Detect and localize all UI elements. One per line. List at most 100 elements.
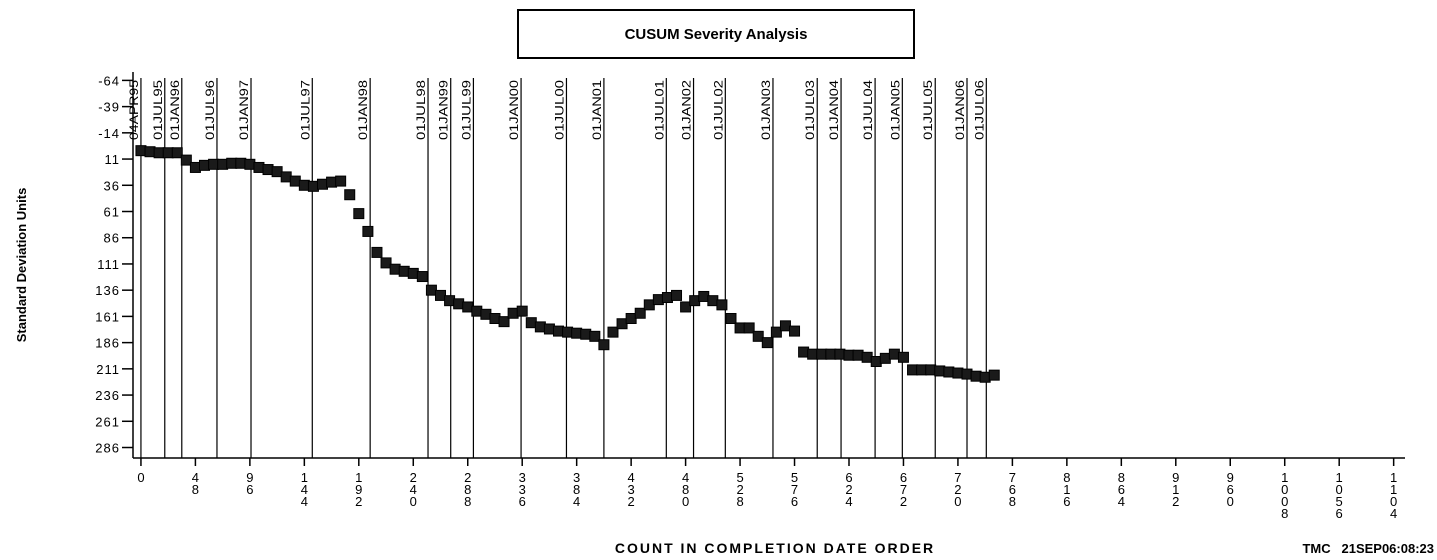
marker (870, 356, 882, 367)
marker (589, 330, 601, 342)
reference-label: 04APR95 (127, 80, 141, 140)
x-tick-label: 864 (1114, 470, 1129, 506)
marker (571, 327, 583, 339)
reference-label: 01JUL98 (414, 80, 428, 140)
marker (888, 348, 900, 360)
reference-label: 01JUL97 (298, 80, 312, 140)
marker (171, 147, 183, 159)
marker (489, 312, 501, 324)
chart-title: CUSUM Severity Analysis (625, 26, 808, 43)
marker (770, 326, 782, 338)
marker (652, 294, 664, 306)
marker (235, 157, 247, 169)
marker (198, 159, 210, 171)
marker (543, 323, 555, 335)
marker (707, 295, 719, 307)
reference-label: 01JAN06 (953, 80, 967, 140)
marker (316, 178, 328, 190)
marker (525, 317, 537, 329)
marker (262, 164, 274, 176)
marker (743, 322, 755, 334)
marker (498, 316, 510, 328)
marker (153, 147, 165, 159)
marker (217, 158, 229, 170)
marker (625, 312, 637, 324)
y-tick-label: 136 (95, 283, 120, 298)
x-tick-label: 336 (515, 470, 530, 506)
reference-label: 01JUL95 (151, 80, 165, 140)
marker (916, 364, 928, 376)
marker (280, 171, 292, 183)
reference-label: 01JUL03 (803, 80, 817, 140)
marker (779, 320, 791, 332)
x-tick-label: 0 (133, 470, 148, 482)
marker (425, 284, 437, 296)
reference-label: 01JUL06 (972, 80, 986, 140)
marker (725, 312, 737, 324)
marker (534, 321, 546, 333)
reference-label: 01JAN99 (437, 80, 451, 140)
marker (825, 348, 837, 360)
y-tick-label: 86 (104, 231, 120, 246)
y-tick-label: 236 (95, 388, 120, 403)
reference-label: 01JAN05 (888, 80, 902, 140)
marker (289, 175, 301, 187)
marker (807, 348, 819, 360)
y-tick-label: 161 (95, 309, 120, 324)
x-tick-label: 96 (242, 470, 257, 494)
marker (398, 265, 410, 277)
reference-label: 01JAN03 (759, 80, 773, 140)
reference-label: 01JAN02 (680, 80, 694, 140)
marker (444, 295, 456, 307)
x-tick-label: 1056 (1332, 470, 1347, 518)
y-tick-label: 286 (95, 441, 120, 456)
marker (135, 145, 147, 157)
marker (961, 368, 973, 380)
marker (226, 157, 238, 169)
marker (661, 292, 673, 304)
marker (925, 364, 937, 376)
reference-label: 01JAN00 (507, 80, 521, 140)
x-tick-label: 528 (733, 470, 748, 506)
marker (861, 351, 873, 363)
y-tick-label: 11 (105, 152, 121, 167)
reference-label: 01JUL04 (861, 80, 875, 140)
marker (634, 307, 646, 319)
marker (480, 308, 492, 320)
y-tick-label: 186 (95, 336, 120, 351)
marker (897, 351, 909, 363)
footnote: TMC 21SEP06:08:23 (1302, 541, 1434, 556)
marker (852, 349, 864, 361)
x-tick-label: 1104 (1386, 470, 1401, 518)
marker (562, 326, 574, 338)
reference-label: 01JUL96 (203, 80, 217, 140)
marker (680, 301, 692, 313)
reference-label: 01JUL01 (652, 80, 666, 140)
marker (716, 299, 728, 311)
marker (507, 307, 519, 319)
marker (698, 290, 710, 302)
marker (244, 158, 256, 170)
y-tick-label: -14 (98, 126, 120, 141)
marker (580, 328, 592, 340)
marker (407, 267, 419, 279)
marker (988, 369, 1000, 381)
marker (416, 271, 428, 283)
title-box (517, 9, 915, 59)
marker (189, 161, 201, 173)
x-tick-label: 912 (1168, 470, 1183, 506)
x-tick-label: 480 (678, 470, 693, 506)
marker (879, 352, 891, 364)
marker (816, 348, 828, 360)
y-axis-label: Standard Deviation Units (14, 188, 29, 343)
y-tick-label: 261 (95, 414, 120, 429)
marker (843, 349, 855, 361)
marker (462, 301, 474, 313)
y-tick-label: 211 (96, 362, 120, 377)
y-tick-label: 61 (104, 205, 120, 220)
marker (734, 322, 746, 334)
marker (834, 348, 846, 360)
reference-label: 01JAN97 (237, 80, 251, 140)
marker (435, 289, 447, 301)
